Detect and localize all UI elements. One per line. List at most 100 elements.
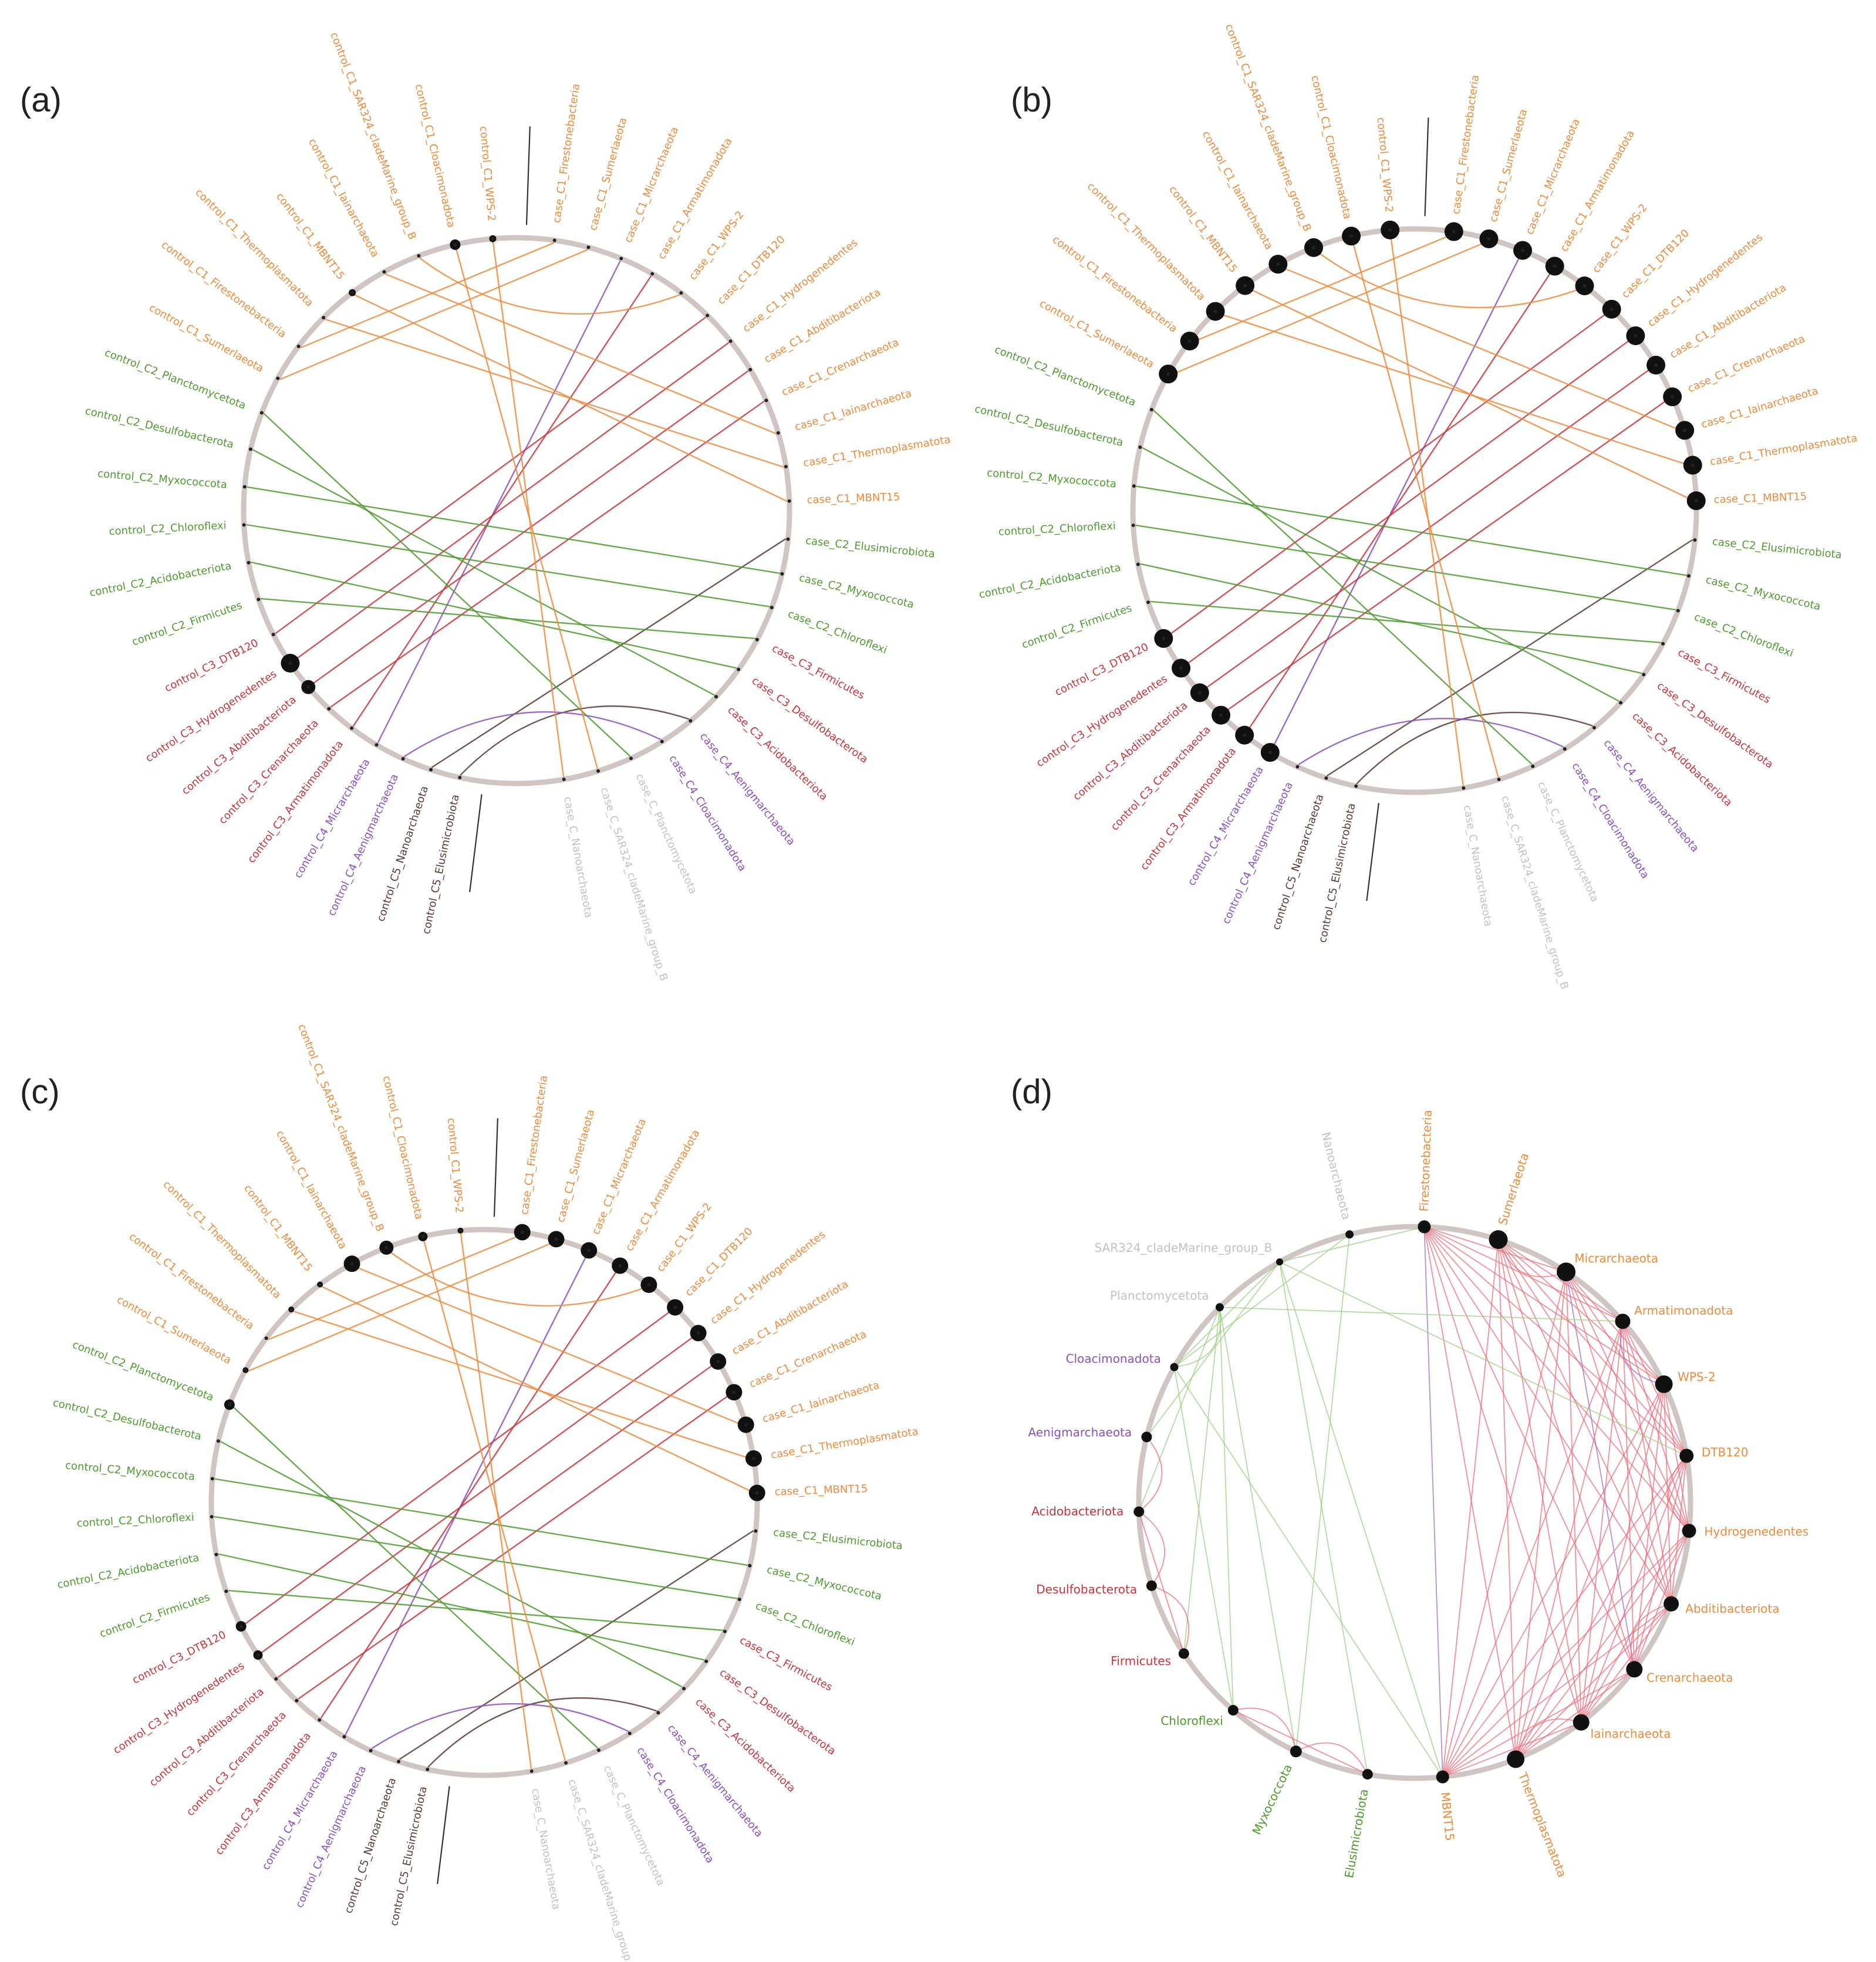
node-tick-b-control-c2-myxococcota <box>1132 484 1136 488</box>
node-label-c-case-c1-thermoplasmatota: case_C1_Thermoplasmatota <box>770 1425 919 1461</box>
node-tick-b-case-c1-abditibacteriota <box>1654 363 1658 367</box>
chord-c-1 <box>247 1241 556 1372</box>
node-tick-a-case-c2-myxococcota <box>780 572 784 576</box>
node-tick-b-control-c4-micrarchaeota <box>1268 751 1272 755</box>
network-node-elusimicrobiota <box>1362 1769 1373 1780</box>
node-label-b-control-c1-thermoplasmatota: control_C1_Thermoplasmatota <box>1085 180 1207 303</box>
node-label-b-case-c1-mbnt15: case_C1_MBNT15 <box>1713 491 1807 506</box>
node-label-b-case-c1-sumerlaeota: case_C1_Sumerlaeota <box>1487 108 1530 224</box>
chord-a-7 <box>309 370 749 687</box>
node-tick-c-case-c1-thermoplasmatota <box>751 1457 755 1461</box>
node-label-a-case-c3-firmicutes: case_C3_Firmicutes <box>770 642 867 702</box>
network-label-crenarchaeota: Crenarchaeota <box>1646 1671 1733 1685</box>
chord-c-4 <box>387 1249 648 1306</box>
node-tick-a-case-c1-micrarchaeota <box>619 256 623 261</box>
node-tick-b-case-c4-aenigmarchaeota <box>1592 725 1596 730</box>
chord-b-18 <box>1356 711 1593 785</box>
node-tick-c-control-c5-elusimicrobiota <box>426 1767 430 1771</box>
node-tick-b-control-c1-firestonebacteria <box>1187 339 1192 343</box>
node-label-c-control-c1-wps-2: control_C1_WPS-2 <box>445 1117 465 1214</box>
node-label-c-control-c2-myxococcota: control_C2_Myxococcota <box>65 1460 195 1483</box>
node-label-c-case-c3-firmicutes: case_C3_Firmicutes <box>738 1634 835 1694</box>
network-node-myxococcota <box>1290 1745 1302 1758</box>
node-tick-a-case-c2-elusimicrobiota <box>786 537 790 541</box>
node-tick-c-case-c-planctomycetota <box>597 1748 601 1752</box>
separator-line-bottom-b <box>1366 803 1379 901</box>
node-label-b-case-c2-myxococcota: case_C2_Myxococcota <box>1705 573 1822 613</box>
chord-b-10 <box>1217 312 1691 467</box>
network-label-desulfobacterota: Desulfobacterota <box>1036 1582 1137 1596</box>
network-node-nanoarchaeota <box>1345 1230 1354 1239</box>
node-label-a-case-c1-iainarchaeota: case_C1_Iainarchaeota <box>793 387 913 434</box>
network-node-wps-2 <box>1655 1375 1673 1393</box>
node-tick-b-control-c3-dtb120 <box>1162 636 1166 640</box>
network-edge-59 <box>1515 1718 1581 1760</box>
node-tick-a-case-c1-thermoplasmatota <box>784 465 788 469</box>
node-label-c-control-c1-cloacimonadota: control_C1_Cloacimonadota <box>380 1075 426 1221</box>
node-label-a-case-c1-mbnt15: case_C1_MBNT15 <box>807 491 900 506</box>
node-label-a-case-c1-thermoplasmatota: case_C1_Thermoplasmatota <box>802 433 952 470</box>
node-tick-a-control-c1-firestonebacteria <box>296 345 301 349</box>
node-tick-c-control-c2-firmicutes <box>224 1589 228 1593</box>
network-edge-37 <box>1580 1384 1665 1723</box>
network-node-crenarchaeota <box>1626 1661 1643 1678</box>
network-edge-80 <box>1233 1707 1297 1752</box>
chord-b-17 <box>1142 447 1619 702</box>
node-tick-c-case-c1-micrarchaeota <box>587 1248 591 1252</box>
network-node-chloroflexi <box>1227 1705 1239 1716</box>
node-tick-a-control-c5-nanoarchaeota <box>429 768 433 772</box>
chord-b-12 <box>1326 539 1693 776</box>
network-edge-40 <box>1671 1456 1688 1604</box>
network-edge-39 <box>1442 1384 1665 1778</box>
network-edge-14 <box>1497 1239 1672 1605</box>
network-edge-47 <box>1515 1530 1690 1760</box>
node-tick-a-case-c2-chloroflexi <box>770 606 774 610</box>
node-tick-a-control-c2-acidobacteriota <box>247 560 251 565</box>
node-tick-c-case-c4-cloacimonadota <box>627 1731 632 1735</box>
node-tick-a-case-c3-desulfobacterota <box>737 667 741 671</box>
chord-a-20 <box>263 413 631 757</box>
network-edge-81 <box>1295 1742 1368 1775</box>
chord-a-8 <box>330 400 765 708</box>
node-label-a-control-c2-desulfobacterota: control_C2_Desulfobacterota <box>84 405 235 451</box>
node-tick-b-control-c3-abditibacteriota <box>1197 691 1202 695</box>
node-tick-c-control-c1-wps-2 <box>458 1228 463 1232</box>
network-edge-63 <box>1173 1261 1280 1367</box>
node-tick-b-control-c5-nanoarchaeota <box>1324 776 1328 780</box>
chord-c-3 <box>320 1267 620 1719</box>
node-tick-b-control-c1-iainarchaeota <box>1276 262 1280 266</box>
network-edge-43 <box>1515 1456 1688 1760</box>
node-tick-c-case-c1-wps-2 <box>647 1283 651 1287</box>
network-label-abditibacteriota: Abditibacteriota <box>1685 1602 1779 1616</box>
chord-a-4 <box>419 257 680 315</box>
network-edge-11 <box>1497 1239 1665 1385</box>
network-label-iainarchaeota: Iainarchaeota <box>1590 1727 1671 1741</box>
network-edge-58 <box>1630 1603 1672 1670</box>
node-tick-b-case-c4-cloacimonadota <box>1563 747 1567 751</box>
network-edge-68 <box>1183 1307 1220 1654</box>
network-edge-60 <box>1279 1226 1425 1263</box>
network-label-sar324-clademarine-group-b: SAR324_cladeMarine_group_B <box>1095 1241 1273 1255</box>
node-label-b-control-c2-desulfobacterota: control_C2_Desulfobacterota <box>973 403 1124 449</box>
network-edge-8 <box>1423 1227 1516 1760</box>
node-tick-b-case-c1-thermoplasmatota <box>1691 463 1695 467</box>
node-tick-c-case-c1-sumerlaeota <box>554 1237 558 1241</box>
node-tick-a-control-c3-crenarchaeota <box>327 707 331 711</box>
node-label-b-control-c3-armatimonadota: control_C3_Armatimonadota <box>1138 745 1239 873</box>
node-tick-c-control-c4-micrarchaeota <box>342 1735 346 1739</box>
chord-a-11 <box>353 293 788 502</box>
network-label-armatimonadota: Armatimonadota <box>1634 1304 1733 1318</box>
node-label-c-control-c5-elusimicrobiota: control_C5_Elusimicrobiota <box>388 1785 430 1927</box>
node-label-b-case-c1-thermoplasmatota: case_C1_Thermoplasmatota <box>1709 432 1858 468</box>
node-tick-a-control-c3-armatimonadota <box>350 726 354 730</box>
node-tick-b-case-c1-iainarchaeota <box>1683 428 1687 433</box>
network-label-firestonebacteria: Firestonebacteria <box>1417 1110 1435 1212</box>
network-edge-15 <box>1497 1239 1635 1670</box>
chord-c-9 <box>353 1265 744 1426</box>
network-edge-32 <box>1515 1321 1624 1760</box>
node-label-a-control-c3-hydrogenedentes: control_C3_Hydrogenedentes <box>143 668 279 765</box>
node-tick-b-control-c2-chloroflexi <box>1131 524 1135 528</box>
node-tick-b-control-c2-planctomycetota <box>1149 407 1153 411</box>
network-node-hydrogenedentes <box>1682 1524 1696 1538</box>
network-edge-4 <box>1423 1226 1690 1532</box>
